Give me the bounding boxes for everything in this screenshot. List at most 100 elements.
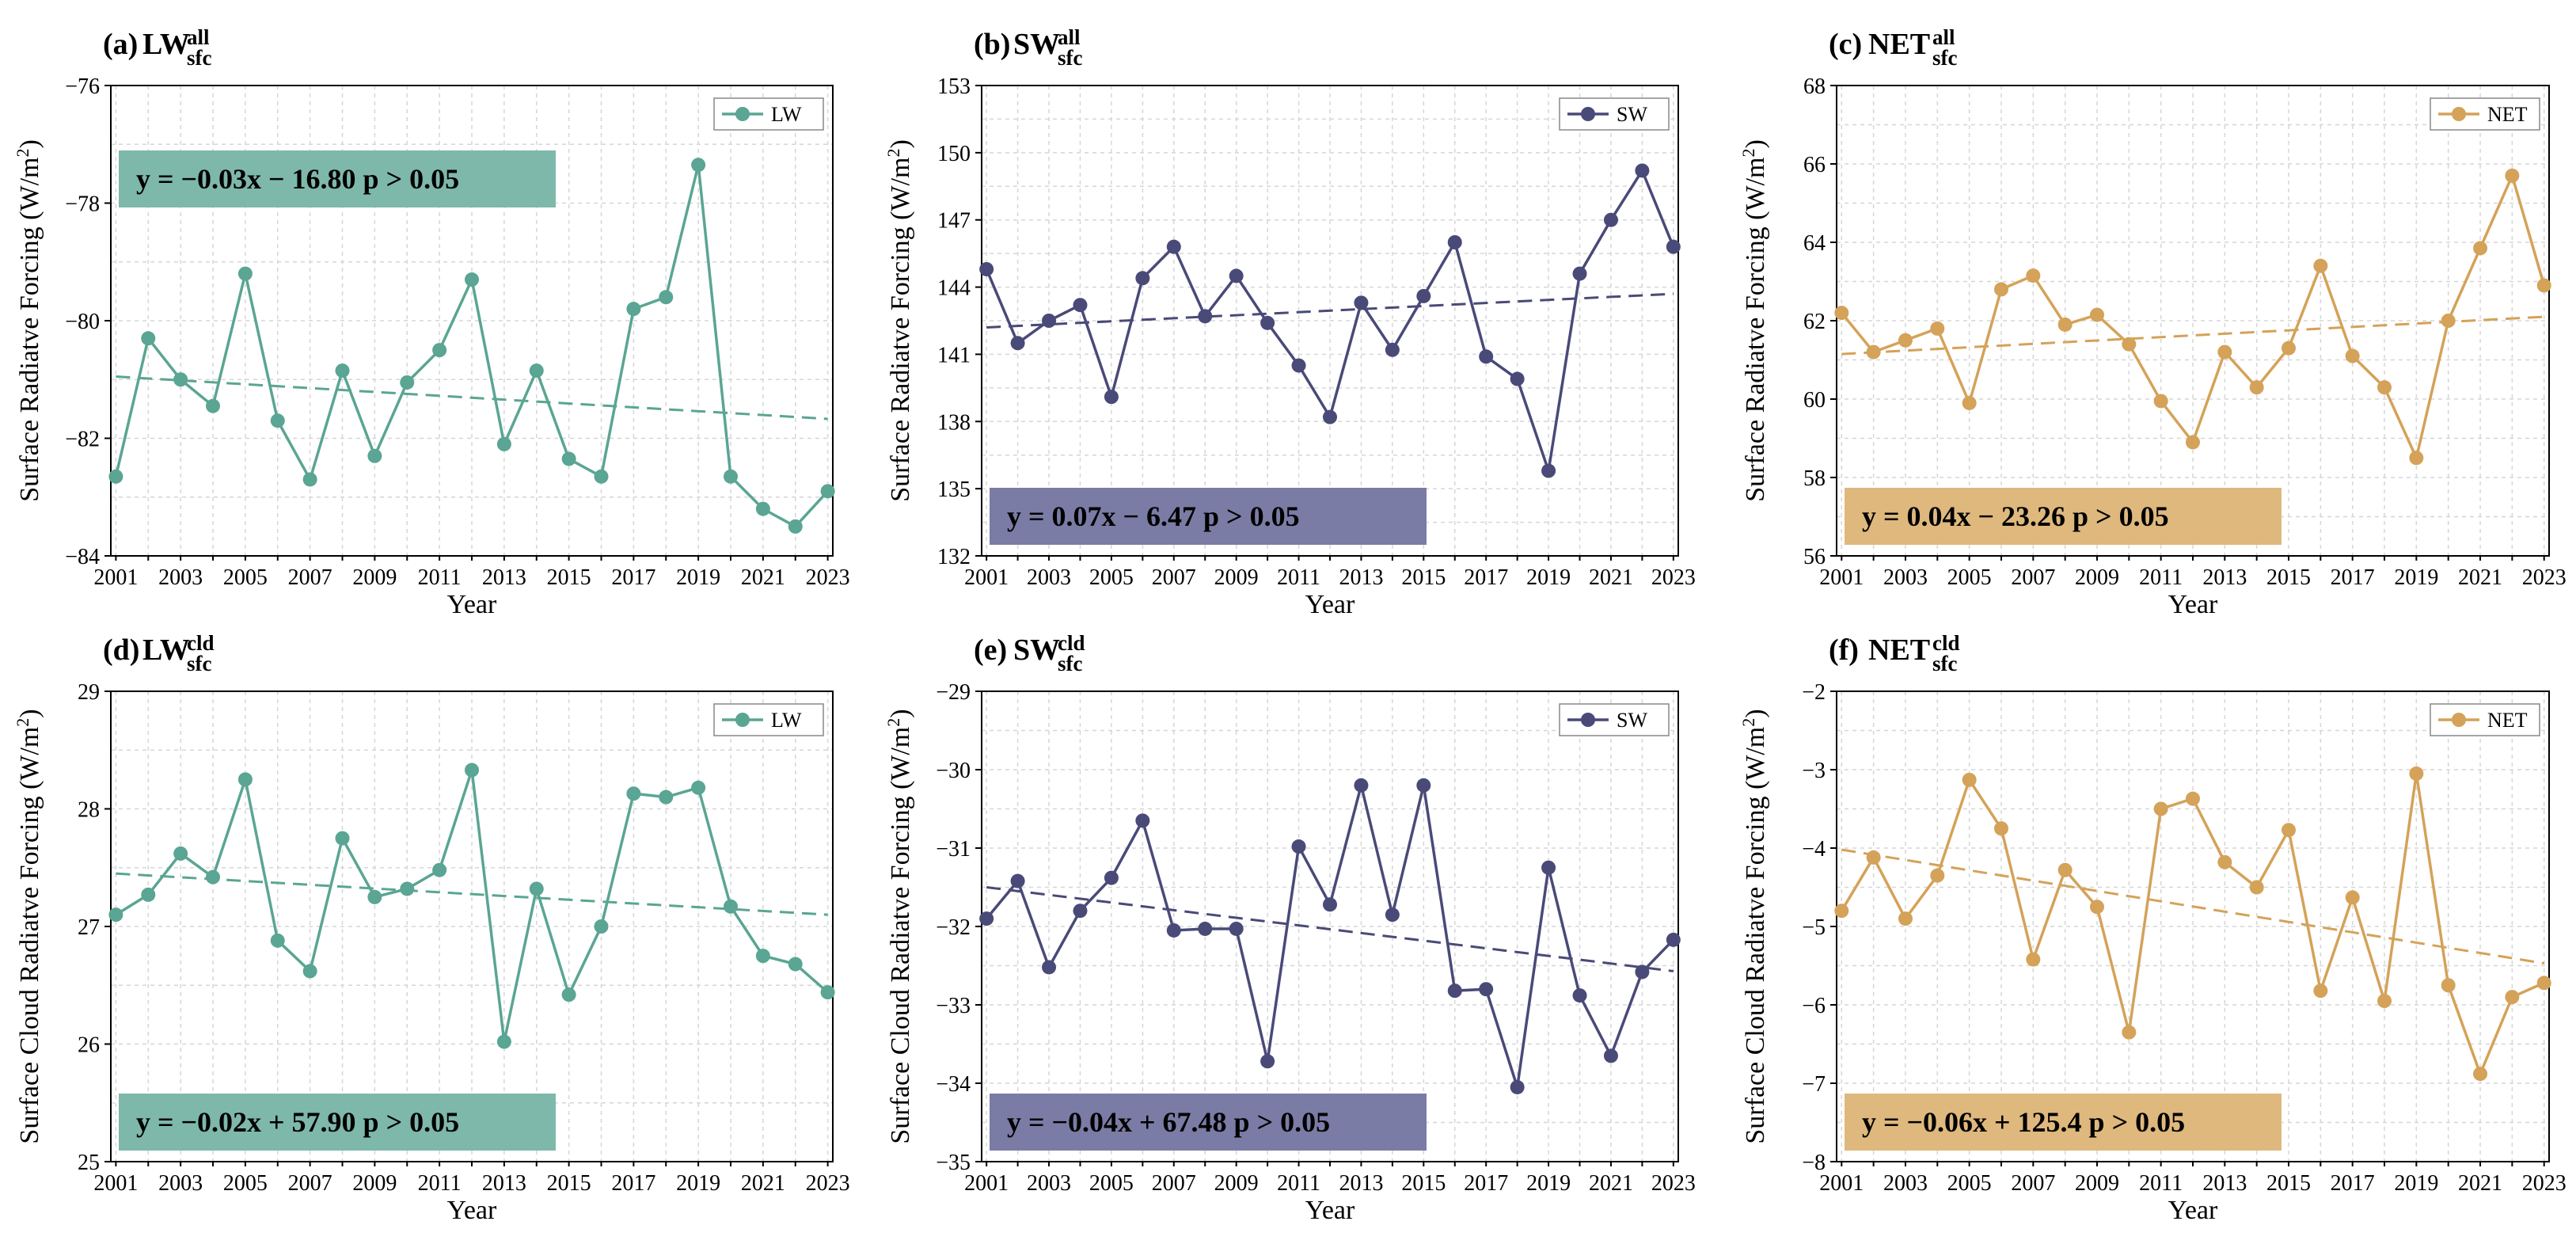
x-tick-label: 2023: [806, 565, 850, 590]
data-point: [1898, 911, 1913, 926]
data-point: [1479, 349, 1494, 364]
y-tick-label: 147: [937, 209, 971, 234]
data-point: [2249, 380, 2264, 395]
data-point: [141, 331, 156, 346]
legend-marker: [1581, 713, 1595, 727]
x-tick-label: 2021: [2458, 1171, 2502, 1196]
y-tick-label: −35: [936, 1151, 971, 1175]
data-point: [529, 881, 544, 896]
trend-line: [116, 375, 828, 420]
x-tick-label: 2007: [1152, 565, 1196, 590]
data-point: [1416, 778, 1431, 793]
x-tick-label: 2023: [806, 1171, 850, 1196]
data-point: [1291, 358, 1306, 373]
y-axis-title: Surface Cloud Radiatve Forcing (W/m2): [13, 709, 44, 1143]
equation-box: [119, 150, 556, 207]
data-point: [1042, 960, 1057, 975]
x-axis-title: Year: [447, 1196, 497, 1225]
x-tick-label: 2001: [1819, 1171, 1864, 1196]
data-point: [465, 763, 479, 778]
x-tick-label: 2015: [2266, 1171, 2311, 1196]
panel-b: 132 135 138 141 144 147 150 153 2001 2003 2005 2007…: [883, 25, 1696, 619]
x-tick-label: 2017: [2331, 565, 2375, 590]
y-axis-title-text: Surface Cloud Radiatve Forcing (W/m: [886, 727, 915, 1144]
y-axis-title-sup: 2: [1738, 149, 1758, 158]
x-tick-label: 2007: [2011, 565, 2055, 590]
x-tick-label: 2017: [611, 565, 655, 590]
data-point: [335, 363, 350, 379]
data-point: [1930, 321, 1945, 336]
data-point: [561, 987, 576, 1002]
data-point: [237, 266, 253, 281]
panel-d: 25 26 27 28 29 2001 2003 2005 2007 2009 2011 2013 20…: [13, 631, 850, 1225]
equation-box: [990, 488, 1427, 545]
data-point: [1635, 163, 1650, 178]
y-tick-label: 132: [937, 545, 971, 569]
data-point: [141, 887, 156, 902]
equation-box: [119, 1094, 556, 1151]
grid: [982, 691, 1678, 1162]
x-tick-label: 2003: [158, 565, 203, 590]
x-axis-title: Year: [1305, 1196, 1355, 1225]
data-point: [237, 772, 253, 787]
data-point: [2057, 317, 2073, 332]
data-point: [1666, 932, 1681, 947]
legend-marker: [2452, 713, 2466, 727]
data-point: [1198, 309, 1213, 324]
grid: [1837, 691, 2549, 1162]
data-point: [1479, 982, 1494, 997]
y-axis-title-text: Surface Cloud Radiatve Forcing (W/m: [1741, 727, 1770, 1144]
trend-line: [1841, 848, 2544, 965]
trend-line: [116, 872, 828, 916]
x-tick-label: 2013: [482, 565, 526, 590]
data-point: [108, 469, 123, 484]
data-point: [1572, 266, 1587, 281]
y-tick-label: 144: [937, 276, 971, 301]
x-tick-label: 2019: [2394, 1171, 2438, 1196]
legend-label: NET: [2487, 709, 2528, 732]
y-axis-title-close: ): [1741, 139, 1770, 148]
data-point: [561, 451, 576, 466]
data-point: [173, 372, 188, 387]
data-point: [2026, 268, 2041, 283]
x-tick-label: 2009: [352, 565, 397, 590]
y-tick-label: −29: [936, 680, 971, 705]
data-point: [1447, 235, 1462, 249]
grid: [111, 691, 833, 1162]
data-point: [788, 519, 803, 534]
legend-marker: [2452, 107, 2466, 121]
data-point: [2441, 978, 2456, 993]
y-tick-label: 29: [78, 680, 100, 705]
x-tick-label: 2003: [158, 1171, 203, 1196]
data-point: [1354, 295, 1369, 310]
data-point: [1635, 964, 1650, 980]
panel-title-sup: cld: [1058, 631, 1085, 655]
x-tick-label: 2001: [93, 565, 138, 590]
data-point: [1834, 306, 1849, 321]
x-tick-label: 2011: [2139, 565, 2183, 590]
panel-label: (b): [974, 28, 1010, 61]
data-point: [1385, 907, 1400, 923]
data-point: [335, 831, 350, 846]
data-point: [2026, 952, 2041, 967]
panel-title: SW: [1013, 28, 1060, 61]
x-tick-label: 2009: [2075, 1171, 2119, 1196]
data-point: [367, 448, 382, 463]
equation-text: y = −0.03x − 16.80 p > 0.05: [136, 163, 459, 195]
y-tick-label: −5: [1802, 915, 1826, 940]
panel-title-sup: all: [1932, 25, 1955, 49]
data-point: [2217, 344, 2232, 360]
equation-box: [1845, 488, 2282, 545]
y-tick-label: −30: [936, 759, 971, 783]
y-axis-title-close: ): [886, 709, 915, 717]
data-point: [270, 413, 285, 428]
panel-title-sub: sfc: [187, 652, 211, 675]
x-tick-label: 2013: [2202, 1171, 2247, 1196]
data-point: [820, 484, 835, 499]
y-axis-title-sup: 2: [13, 718, 32, 727]
equation-text: y = −0.06x + 125.4 p > 0.05: [1862, 1106, 2185, 1138]
x-tick-label: 2009: [2075, 565, 2119, 590]
y-tick-label: 28: [78, 798, 100, 823]
y-tick-label: 135: [937, 477, 971, 502]
equation-text: y = 0.04x − 23.26 p > 0.05: [1862, 500, 2169, 532]
